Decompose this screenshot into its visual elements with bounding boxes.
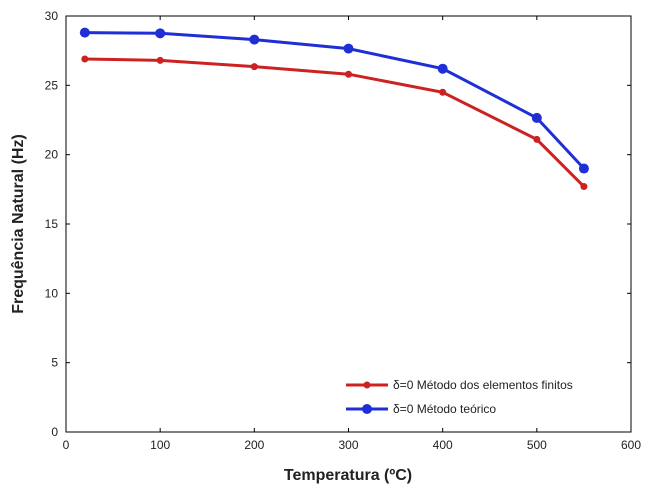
legend-label-0: δ=0 Método dos elementos finitos (393, 378, 573, 392)
data-point (578, 163, 589, 174)
y-tick-label: 15 (45, 217, 59, 231)
series-layer (79, 27, 589, 191)
data-point (250, 63, 258, 71)
data-point (531, 112, 542, 123)
x-axis-ticks: 0 100 200 300 400 500 600 (63, 16, 641, 452)
data-point (155, 28, 166, 39)
data-point (79, 27, 90, 38)
data-point (580, 183, 588, 191)
data-point (533, 135, 541, 143)
data-point (439, 88, 447, 96)
y-tick-label: 5 (51, 356, 58, 370)
y-tick-label: 0 (51, 425, 58, 439)
y-tick-label: 25 (45, 78, 59, 92)
x-tick-label: 400 (433, 438, 453, 452)
data-point (437, 63, 448, 74)
x-tick-label: 600 (621, 438, 641, 452)
y-tick-label: 10 (45, 286, 59, 300)
legend-marker-0 (363, 381, 371, 389)
y-axis-ticks: 0 5 10 15 20 25 30 (45, 9, 631, 439)
x-tick-label: 500 (527, 438, 547, 452)
data-point (343, 43, 354, 54)
legend: δ=0 Método dos elementos finitos δ=0 Méto… (340, 372, 628, 424)
data-point (345, 70, 352, 78)
x-tick-label: 300 (338, 438, 358, 452)
y-axis-title: Frequência Natural (Hz) (10, 134, 27, 314)
data-point (81, 55, 89, 63)
y-tick-label: 30 (45, 9, 59, 23)
legend-label-1: δ=0 Método teórico (393, 402, 496, 416)
legend-box (340, 372, 628, 424)
x-tick-label: 100 (150, 438, 170, 452)
data-point (156, 56, 164, 64)
x-axis-title: Temperatura (ºC) (284, 467, 412, 484)
x-tick-label: 200 (244, 438, 264, 452)
plot-area (65, 15, 632, 433)
legend-marker-1 (362, 404, 372, 414)
y-tick-label: 20 (45, 148, 59, 162)
data-point (249, 34, 260, 45)
x-tick-label: 0 (63, 438, 70, 452)
